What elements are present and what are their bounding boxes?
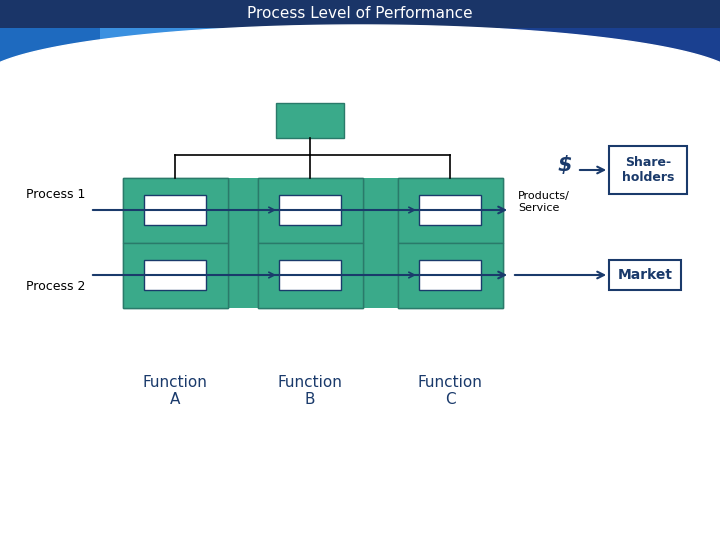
Text: Process 2: Process 2 (26, 280, 85, 294)
FancyBboxPatch shape (100, 28, 500, 80)
FancyBboxPatch shape (122, 242, 228, 307)
Text: M Irhas Effendi 2008: M Irhas Effendi 2008 (585, 519, 700, 529)
FancyBboxPatch shape (419, 195, 481, 225)
FancyBboxPatch shape (122, 178, 503, 242)
Text: Function
B: Function B (278, 375, 343, 407)
FancyBboxPatch shape (0, 28, 720, 80)
FancyBboxPatch shape (122, 242, 503, 307)
FancyBboxPatch shape (144, 260, 206, 290)
FancyBboxPatch shape (500, 28, 720, 80)
FancyBboxPatch shape (397, 178, 503, 242)
FancyBboxPatch shape (122, 178, 228, 242)
FancyBboxPatch shape (397, 178, 503, 242)
Text: Process Level of Performance: Process Level of Performance (247, 6, 473, 22)
FancyBboxPatch shape (397, 242, 503, 307)
Text: Share-
holders: Share- holders (622, 156, 674, 184)
FancyBboxPatch shape (397, 242, 503, 307)
FancyBboxPatch shape (279, 195, 341, 225)
FancyBboxPatch shape (258, 178, 362, 242)
FancyBboxPatch shape (0, 0, 720, 28)
FancyBboxPatch shape (609, 260, 681, 290)
FancyBboxPatch shape (0, 508, 720, 540)
FancyBboxPatch shape (276, 103, 344, 138)
FancyBboxPatch shape (144, 195, 206, 225)
Text: Function
A: Function A (143, 375, 207, 407)
FancyBboxPatch shape (258, 178, 362, 242)
FancyBboxPatch shape (419, 260, 481, 290)
Text: $: $ (558, 155, 572, 175)
Text: Market: Market (618, 268, 672, 282)
FancyBboxPatch shape (279, 260, 341, 290)
FancyBboxPatch shape (609, 146, 687, 194)
Polygon shape (0, 25, 720, 540)
Text: Products/
Service: Products/ Service (518, 191, 570, 213)
FancyBboxPatch shape (122, 242, 228, 307)
Text: Function
C: Function C (418, 375, 482, 407)
FancyBboxPatch shape (122, 178, 228, 242)
Text: Process 1: Process 1 (26, 188, 85, 201)
FancyBboxPatch shape (258, 242, 362, 307)
FancyBboxPatch shape (258, 242, 362, 307)
